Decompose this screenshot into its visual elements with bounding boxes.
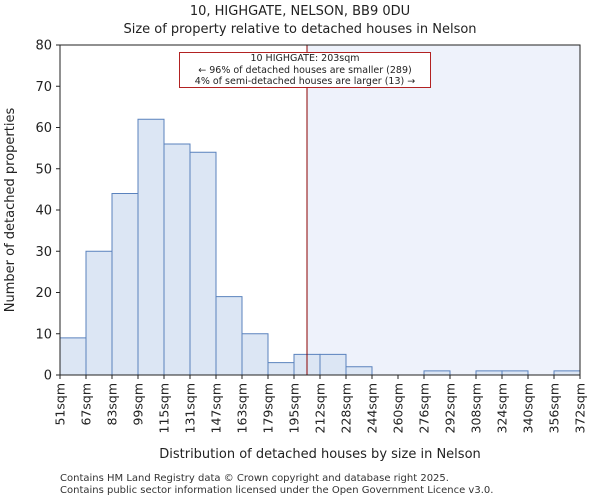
x-tick-label: 212sqm	[313, 383, 328, 433]
footer-line-1: Contains HM Land Registry data © Crown c…	[60, 473, 449, 484]
x-tick-label: 163sqm	[235, 383, 250, 433]
bar-356sqm	[553, 370, 581, 376]
y-tick-label: 0	[44, 369, 52, 384]
highlight-region	[307, 45, 580, 375]
bar-67sqm	[85, 250, 113, 376]
x-tick-label: 308sqm	[469, 383, 484, 433]
bar-51sqm	[59, 337, 87, 376]
x-tick-label: 340sqm	[521, 383, 536, 433]
bar-276sqm	[423, 370, 451, 376]
x-tick-label: 115sqm	[157, 383, 172, 433]
x-tick-label: 244sqm	[365, 383, 380, 433]
annotation-line-1: 10 HIGHGATE: 203sqm	[250, 53, 360, 64]
y-axis-label: Number of detached properties	[3, 108, 18, 313]
annotation-box: 10 HIGHGATE: 203sqm ← 96% of detached ho…	[179, 52, 431, 88]
y-tick-label: 10	[35, 327, 52, 342]
bar-308sqm	[475, 370, 503, 376]
x-tick-label: 260sqm	[391, 383, 406, 433]
x-tick-label: 228sqm	[339, 383, 354, 433]
bar-115sqm	[163, 143, 191, 376]
y-tick-label: 40	[35, 204, 52, 219]
x-tick-label: 67sqm	[79, 383, 94, 426]
x-tick-label: 292sqm	[443, 383, 458, 433]
bar-83sqm	[111, 193, 139, 376]
y-tick-label: 70	[35, 80, 52, 95]
x-tick-label: 276sqm	[417, 383, 432, 433]
bar-212sqm	[319, 353, 347, 376]
annotation-line-2: ← 96% of detached houses are smaller (28…	[198, 64, 412, 76]
y-tick-label: 20	[35, 286, 52, 301]
bar-99sqm	[137, 118, 165, 376]
chart-subtitle: Size of property relative to detached ho…	[123, 22, 477, 37]
footer-line-2: Contains public sector information licen…	[60, 485, 494, 496]
x-axis-label: Distribution of detached houses by size …	[159, 447, 481, 462]
x-tick-label: 195sqm	[287, 383, 302, 433]
y-tick-label: 50	[35, 162, 52, 177]
bar-179sqm	[267, 362, 295, 376]
x-tick-label: 356sqm	[547, 383, 562, 433]
bar-147sqm	[215, 296, 243, 376]
x-tick-label: 131sqm	[183, 383, 198, 433]
y-tick-label: 30	[35, 245, 52, 260]
chart-title: 10, HIGHGATE, NELSON, BB9 0DU	[189, 4, 411, 19]
y-tick-label: 60	[35, 121, 52, 136]
bar-324sqm	[501, 370, 529, 376]
x-tick-label: 324sqm	[495, 383, 510, 433]
bar-228sqm	[345, 366, 373, 376]
x-tick-label: 372sqm	[573, 383, 588, 433]
x-tick-label: 99sqm	[131, 383, 146, 426]
annotation-line-3: 4% of semi-detached houses are larger (1…	[194, 76, 416, 87]
x-tick-label: 83sqm	[105, 383, 120, 426]
y-tick-label: 80	[35, 39, 52, 54]
x-tick-label: 179sqm	[261, 383, 276, 433]
x-tick-label: 51sqm	[53, 383, 68, 426]
bar-131sqm	[189, 151, 217, 376]
x-tick-label: 147sqm	[209, 383, 224, 433]
bar-163sqm	[241, 333, 269, 376]
